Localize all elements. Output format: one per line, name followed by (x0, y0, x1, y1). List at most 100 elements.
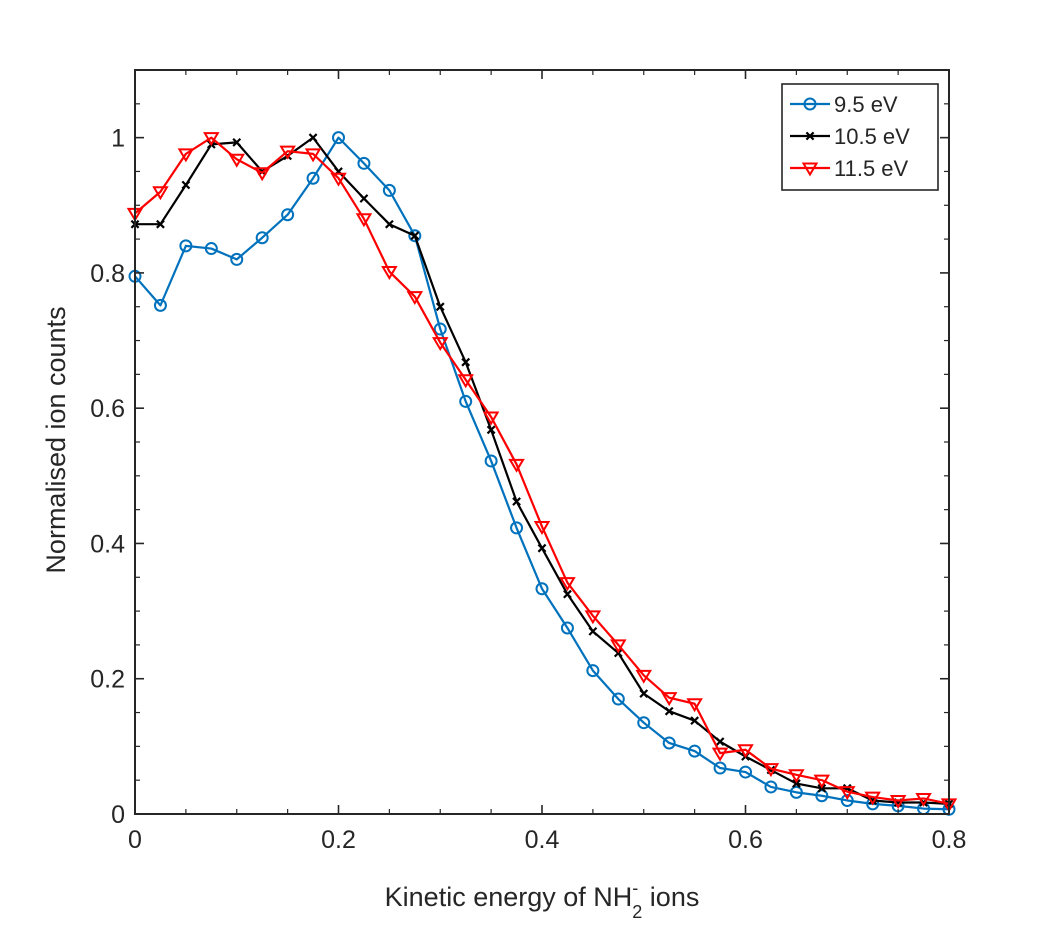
x-tick-label: 0.6 (728, 826, 763, 854)
legend-marker (805, 131, 815, 141)
data-point (635, 669, 653, 684)
data-point (915, 792, 932, 807)
data-point (866, 797, 880, 811)
x-tick-label: 0 (128, 826, 142, 854)
data-point (639, 689, 649, 698)
data-point (764, 780, 778, 794)
data-point (230, 252, 244, 266)
data-point (686, 698, 703, 713)
data-point (711, 747, 729, 762)
data-point (508, 458, 525, 473)
data-point (537, 543, 547, 553)
data-point (584, 610, 602, 625)
data-point (357, 156, 371, 170)
ticks-layer: 0 0.2 0.4 0.6 0.8 0 0.2 0.4 0.6 0.8 1 (90, 70, 966, 854)
legend-label: 9.5 eV (834, 92, 898, 117)
data-point (713, 761, 727, 775)
data-point (255, 231, 269, 245)
y-tick-label: 0 (111, 801, 125, 829)
data-point (332, 131, 345, 145)
data-point (484, 454, 498, 468)
x-tick-label: 0.4 (525, 826, 560, 854)
y-tick-label: 0.6 (90, 395, 125, 423)
data-point (461, 357, 471, 367)
data-point (660, 692, 678, 707)
data-point (788, 769, 805, 784)
data-point (203, 132, 220, 147)
data-point (715, 737, 725, 747)
y-axis-label: Normalised ion counts (41, 306, 71, 573)
data-point (410, 231, 420, 241)
data-point (406, 291, 424, 306)
y-tick-label: 1 (111, 125, 125, 153)
data-point (306, 171, 320, 185)
data-point (359, 194, 369, 203)
data-point (156, 219, 165, 229)
data-point (815, 789, 829, 803)
data-point (588, 627, 598, 636)
data-point (179, 239, 193, 253)
data-point (177, 148, 195, 163)
y-tick-label: 0.2 (90, 666, 125, 694)
legend-marker (801, 162, 819, 177)
series-line (134, 136, 950, 805)
data-point (486, 425, 496, 435)
data-point (662, 736, 676, 750)
series-layer (126, 131, 958, 816)
series-11-5-ev (126, 132, 958, 813)
data-point (382, 183, 396, 197)
data-point (560, 621, 574, 635)
data-point (637, 716, 651, 730)
y-tick-label: 0.4 (90, 530, 125, 558)
data-point (457, 374, 474, 389)
data-point (384, 219, 394, 229)
data-point (791, 779, 801, 788)
x-tick-label: 0.8 (932, 826, 967, 854)
legend-label: 11.5 eV (834, 156, 909, 181)
data-point (664, 706, 674, 716)
data-point (279, 145, 296, 160)
data-point (152, 186, 169, 201)
data-point (559, 577, 576, 592)
data-point (510, 521, 524, 535)
data-point (330, 172, 347, 187)
legend-entry: 9.5 eV (790, 92, 898, 117)
x-label-sup: - (632, 878, 638, 898)
data-point (204, 242, 218, 256)
x-label-prefix: Kinetic energy of NH (385, 882, 633, 912)
series-line (134, 136, 950, 811)
data-point (281, 208, 295, 222)
legend-marker (803, 97, 817, 111)
data-point (762, 763, 780, 778)
data-point (308, 133, 318, 143)
data-point (690, 716, 700, 726)
data-point (688, 744, 702, 758)
x-tick-label: 0.2 (321, 826, 356, 854)
data-point (435, 302, 445, 312)
data-point (431, 337, 449, 352)
x-label-suffix: ions (642, 882, 699, 912)
data-point (533, 521, 551, 536)
data-point (232, 137, 242, 147)
data-point (739, 765, 752, 779)
data-point (610, 639, 627, 654)
data-point (512, 497, 521, 506)
legend-entry: 10.5 eV (790, 124, 910, 149)
data-point (535, 582, 549, 596)
data-point (181, 180, 191, 190)
data-point (838, 786, 856, 801)
data-point (482, 411, 500, 426)
legend-entry: 11.5 eV (790, 156, 909, 181)
data-point (253, 167, 271, 182)
data-point (813, 774, 831, 789)
data-point (408, 229, 422, 243)
data-point (563, 589, 572, 599)
data-point (889, 794, 907, 809)
data-point (355, 213, 373, 228)
series-10-5-ev (130, 133, 954, 809)
data-point (459, 394, 473, 408)
data-point (737, 744, 754, 759)
x-axis-label: Kinetic energy of NH- 2 ions (385, 878, 700, 922)
